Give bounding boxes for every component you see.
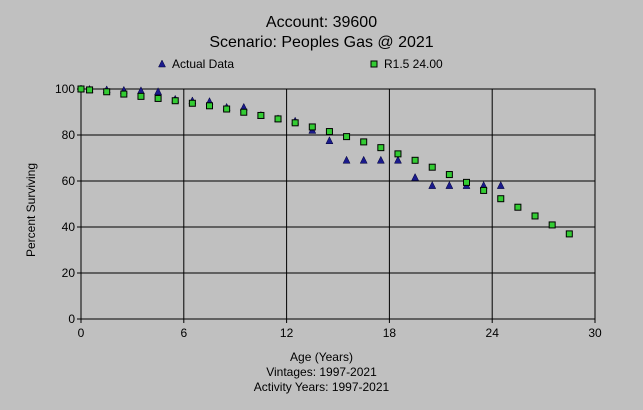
x-tick-label: 6: [180, 326, 187, 340]
r15-curve-point: [171, 97, 179, 105]
r15-curve-point: [428, 163, 436, 171]
legend-label-r15: R1.5 24.00: [384, 57, 443, 71]
legend-marker-actual: [158, 59, 166, 68]
actual-data-point: [411, 172, 420, 181]
x-tick-label: 0: [78, 326, 85, 340]
r15-curve-point: [154, 94, 162, 102]
actual-data-point: [376, 155, 385, 164]
y-axis-label: Percent Surviving: [24, 162, 38, 258]
actual-data-point: [428, 181, 437, 189]
activity-years-note: Activity Years: 1997-2021: [253, 380, 390, 394]
r15-curve-point: [394, 150, 402, 158]
x-tick-label: 12: [280, 326, 294, 340]
r15-curve-point: [497, 195, 505, 203]
r15-curve-point: [257, 111, 265, 119]
r15-curve-point: [240, 108, 248, 116]
y-tick-label: 60: [62, 174, 76, 188]
legend-label-actual: Actual Data: [172, 57, 234, 71]
legend-marker-r15: [370, 60, 378, 68]
r15-curve-point: [325, 128, 333, 136]
r15-curve-point: [565, 230, 573, 238]
actual-data-point: [154, 87, 163, 96]
r15-curve-point: [86, 86, 94, 94]
r15-curve-point: [343, 133, 351, 141]
r15-curve-point: [77, 85, 85, 93]
r15-curve-point: [377, 144, 385, 152]
y-tick-label: 20: [62, 266, 76, 280]
chart-title: Account: 39600: [265, 14, 378, 31]
actual-data-point: [325, 136, 334, 144]
r15-curve-point: [188, 99, 196, 107]
x-tick-label: 30: [588, 326, 602, 340]
r15-curve-point: [548, 221, 556, 229]
r15-curve-point: [137, 92, 145, 100]
y-tick-label: 40: [62, 220, 76, 234]
actual-data-point: [394, 155, 402, 164]
plot-frame: [80, 88, 596, 320]
actual-data-point: [496, 181, 505, 189]
x-tick-label: 24: [486, 326, 500, 340]
r15-curve-point: [206, 102, 213, 110]
r15-curve-point: [411, 156, 419, 164]
plot-area: [81, 89, 595, 319]
actual-data-point: [359, 155, 368, 164]
actual-data-point: [445, 181, 454, 189]
y-tick-label: 80: [62, 128, 76, 142]
r15-curve-point: [463, 178, 470, 186]
r15-curve-point: [360, 138, 368, 146]
x-tick-label: 18: [383, 326, 397, 340]
r15-curve-point: [480, 186, 488, 194]
actual-data-point: [342, 155, 351, 164]
r15-curve-point: [308, 123, 316, 131]
r15-curve-point: [531, 212, 539, 220]
r15-curve-point: [445, 171, 453, 179]
vintages-note: Vintages: 1997-2021: [266, 365, 377, 379]
r15-curve-point: [514, 203, 522, 211]
x-axis-label: Age (Years): [290, 350, 353, 364]
y-tick-label: 100: [55, 82, 75, 96]
r15-curve-point: [274, 115, 282, 123]
r15-curve-point: [291, 119, 299, 127]
r15-curve-point: [120, 90, 128, 98]
chart-subtitle: Scenario: Peoples Gas @ 2021: [209, 34, 434, 51]
r15-curve-point: [223, 105, 231, 113]
r15-curve-point: [103, 88, 111, 96]
y-tick-label: 0: [68, 312, 75, 326]
